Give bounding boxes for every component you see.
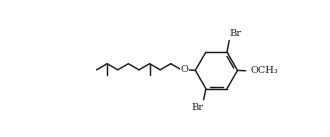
Text: OCH₃: OCH₃ bbox=[250, 66, 278, 75]
Text: Br: Br bbox=[191, 103, 203, 112]
Text: O: O bbox=[181, 65, 189, 74]
Text: Br: Br bbox=[230, 29, 242, 38]
